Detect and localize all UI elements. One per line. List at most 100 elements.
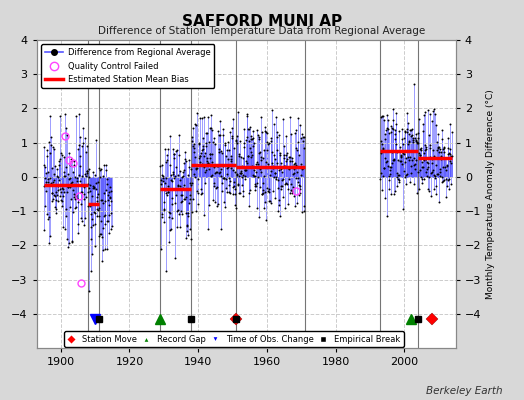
Point xyxy=(385,177,394,184)
Point xyxy=(297,172,305,178)
Point xyxy=(266,134,275,141)
Point xyxy=(91,221,100,227)
Point xyxy=(167,226,175,232)
Point xyxy=(55,176,63,183)
Point xyxy=(252,183,260,189)
Point xyxy=(232,204,241,211)
Point xyxy=(161,159,170,165)
Point xyxy=(238,182,246,188)
Point xyxy=(234,181,243,188)
Point xyxy=(253,180,261,187)
Point xyxy=(394,176,402,182)
Point xyxy=(104,197,112,203)
Point xyxy=(234,182,242,188)
Point xyxy=(46,233,54,239)
Point xyxy=(102,162,110,168)
Point xyxy=(206,150,215,157)
Point xyxy=(379,113,387,119)
Point xyxy=(380,117,388,124)
Point xyxy=(41,182,50,188)
Point xyxy=(48,164,56,171)
Point xyxy=(290,166,298,172)
Point xyxy=(265,140,273,146)
Point xyxy=(388,117,397,124)
Point xyxy=(243,134,251,140)
Point xyxy=(235,190,243,196)
Point xyxy=(79,124,88,131)
Point xyxy=(67,156,75,162)
Point xyxy=(87,211,95,217)
Point xyxy=(289,163,298,169)
Point xyxy=(103,176,111,183)
Point xyxy=(163,152,171,158)
Point xyxy=(422,166,431,172)
Point xyxy=(269,164,277,170)
Point xyxy=(80,222,88,228)
Point xyxy=(84,185,93,192)
Point xyxy=(392,110,400,116)
Point xyxy=(433,131,442,138)
Point xyxy=(287,155,296,161)
Point xyxy=(260,128,269,134)
Point xyxy=(90,184,99,190)
Point xyxy=(408,157,417,164)
Point xyxy=(231,202,239,208)
Point xyxy=(88,251,96,257)
Point xyxy=(161,187,169,193)
Point xyxy=(398,126,406,132)
Point xyxy=(177,208,185,214)
Point xyxy=(83,143,91,150)
Point xyxy=(247,135,255,142)
Point xyxy=(53,173,61,180)
Point xyxy=(401,174,409,180)
Point xyxy=(256,183,265,190)
Point xyxy=(176,168,184,174)
Point xyxy=(80,196,89,203)
Point xyxy=(86,268,95,274)
Point xyxy=(218,150,226,156)
Point xyxy=(275,132,283,138)
Point xyxy=(75,172,83,178)
Point xyxy=(61,173,69,180)
Point xyxy=(410,161,419,167)
Point xyxy=(241,166,249,173)
Point xyxy=(247,148,255,155)
Point xyxy=(81,135,89,142)
Point xyxy=(177,199,185,205)
Point xyxy=(376,176,385,182)
Point xyxy=(385,172,393,179)
Point xyxy=(219,163,227,169)
Point xyxy=(85,203,94,209)
Point xyxy=(156,163,165,169)
Point xyxy=(268,160,276,166)
Point xyxy=(100,162,108,168)
Point xyxy=(300,208,308,215)
Point xyxy=(172,147,181,154)
Point xyxy=(71,112,80,119)
Point xyxy=(263,139,271,146)
Point xyxy=(275,197,283,203)
Point xyxy=(51,192,60,199)
Point xyxy=(283,156,291,162)
Point xyxy=(292,126,300,133)
Point xyxy=(205,138,213,145)
Point xyxy=(66,184,74,190)
Point xyxy=(249,171,257,178)
Point xyxy=(42,147,51,154)
Point xyxy=(244,153,252,159)
Point xyxy=(395,179,403,185)
Point xyxy=(431,175,440,181)
Point xyxy=(102,166,111,173)
Point xyxy=(43,176,52,182)
Point xyxy=(248,162,256,169)
Point xyxy=(75,152,84,159)
Point xyxy=(261,189,269,195)
Point xyxy=(229,191,237,198)
Point xyxy=(66,175,74,182)
Point xyxy=(274,129,282,136)
Point xyxy=(285,154,293,160)
Point xyxy=(297,130,305,137)
Point xyxy=(293,200,301,206)
Point xyxy=(182,194,191,201)
Point xyxy=(189,144,198,151)
